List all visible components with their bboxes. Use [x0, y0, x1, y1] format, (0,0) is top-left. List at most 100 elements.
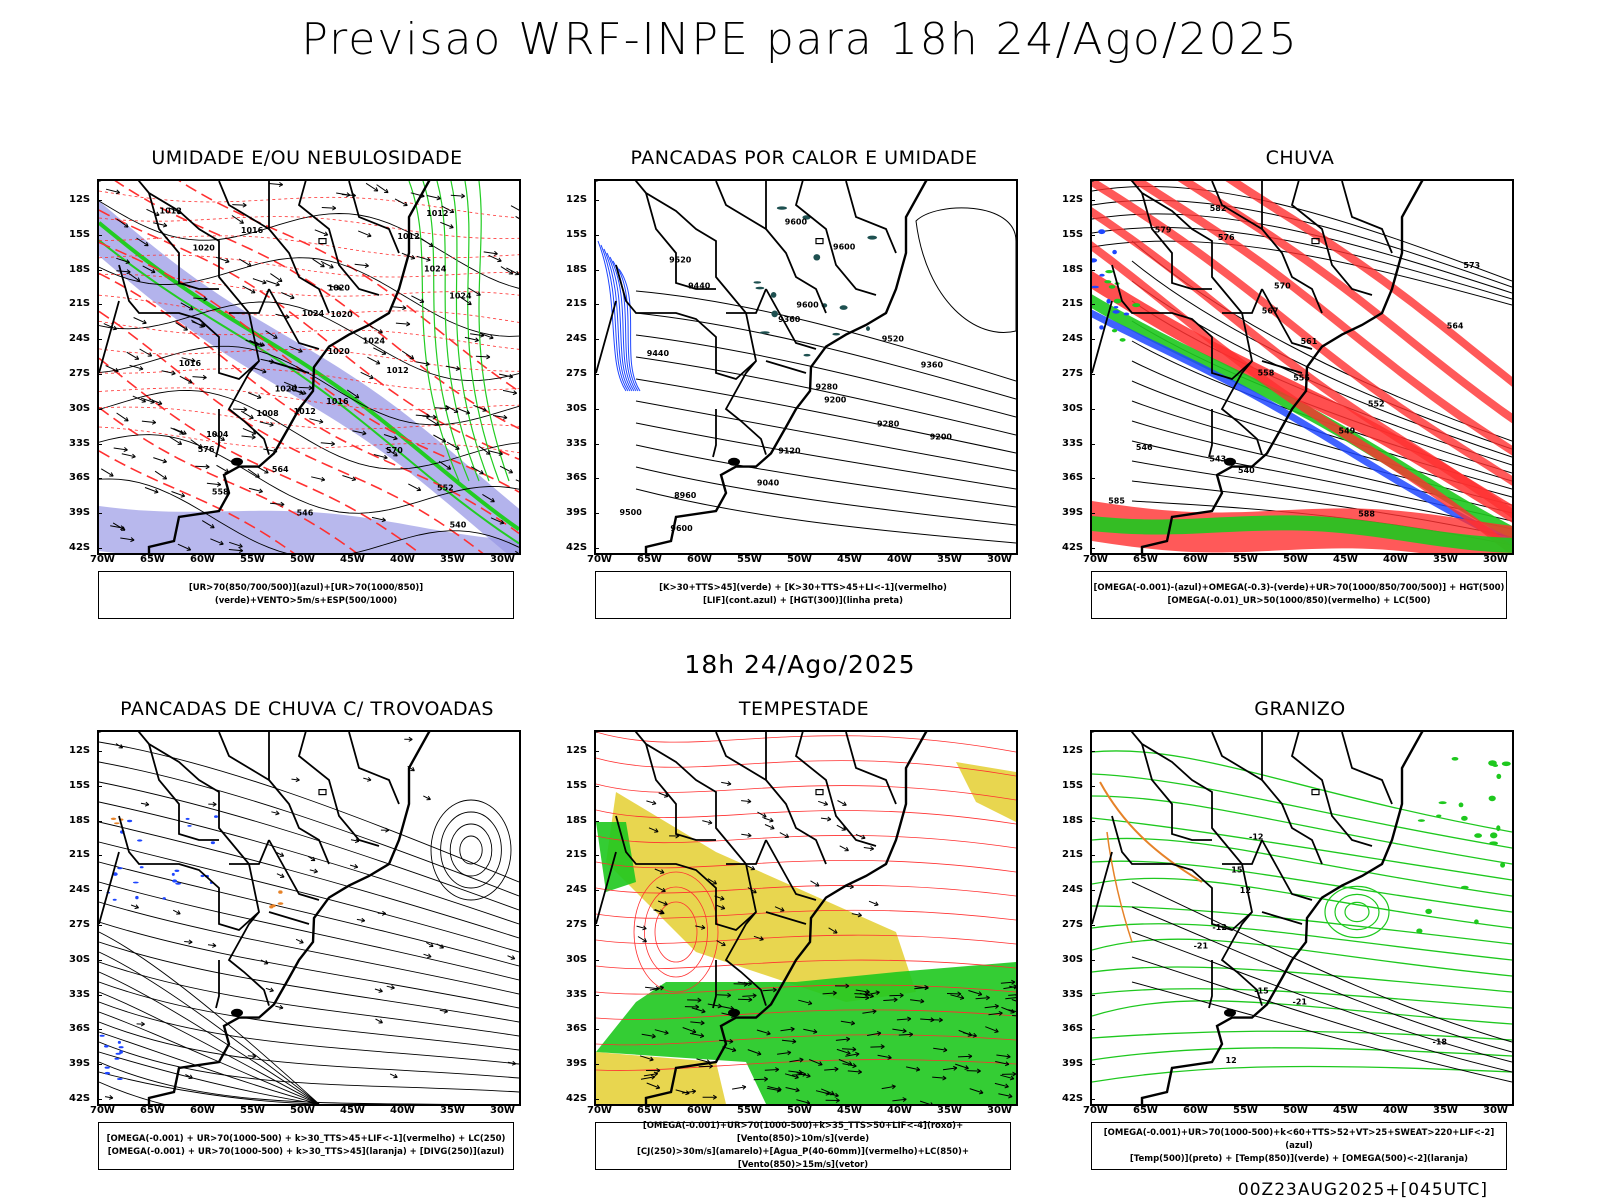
- lat-tick: [1090, 751, 1095, 752]
- lat-tick-label: 30S: [1062, 402, 1084, 414]
- lat-tick: [97, 1099, 102, 1100]
- lon-tick-label: 60W: [687, 1105, 712, 1116]
- legend-line: [LIF](cont.azul) + [HGT(300)](linha pret…: [702, 596, 904, 606]
- panel-legend: [K>30+TTS>45](verde) + [K>30+TTS>45+LI<-…: [595, 571, 1011, 619]
- lat-tick: [1090, 820, 1095, 822]
- border-line: [268, 360, 310, 374]
- border-line: [297, 181, 380, 296]
- border-line: [229, 839, 270, 865]
- border-line: [99, 300, 120, 374]
- border-line: [726, 839, 767, 865]
- lat-tick: [1090, 890, 1095, 892]
- legend-line: [OMEGA(-0.001)-(azul)+OMEGA(-0.3)-(verde…: [1093, 583, 1505, 593]
- border-line: [1290, 181, 1373, 296]
- border-line: [615, 815, 757, 932]
- lat-tick-label: 27S: [1062, 919, 1084, 930]
- capital-mark: [318, 788, 327, 796]
- lon-tick-label: 40W: [390, 554, 415, 565]
- border-line: [1261, 732, 1323, 865]
- contour-label: 9600: [796, 300, 819, 309]
- map-svg: 9600 9600 9520 9440 9600 9360 9520 9440 9360 9280…: [596, 181, 1016, 553]
- lat-tick: [594, 200, 599, 201]
- lat-tick: [1090, 234, 1095, 236]
- lon-tick-label: 55W: [737, 1105, 762, 1116]
- contour-label: 9600: [670, 524, 693, 533]
- lat-tick-label: 30S: [566, 953, 588, 965]
- contour-label: 1016: [326, 397, 349, 406]
- contour-label: 9440: [647, 349, 670, 358]
- lat-tick-label: 42S: [69, 1093, 91, 1104]
- lon-tick-label: 65W: [637, 554, 662, 565]
- map-plot-area: 9600 9600 9520 9440 9600 9360 9520 9440 9360 9280…: [594, 179, 1018, 555]
- geography-layer: [596, 732, 928, 1104]
- lat-tick-label: 24S: [1062, 333, 1084, 345]
- border-line: [215, 409, 220, 458]
- lon-tick-label: 40W: [1383, 1105, 1408, 1116]
- border-line: [1208, 409, 1213, 458]
- border-line: [1341, 181, 1393, 254]
- contour-label: 1024: [302, 309, 325, 318]
- lon-tick-label: 45W: [340, 1105, 365, 1116]
- lat-tick-label: 24S: [1062, 884, 1084, 896]
- lat-tick-label: 33S: [69, 988, 91, 1000]
- lat-tick-label: 15S: [1062, 228, 1084, 240]
- border-line: [794, 181, 877, 296]
- field-layer: 9600 9600 9520 9440 9600 9360 9520 9440 9360 9280…: [597, 206, 1016, 544]
- lat-tick: [1090, 1029, 1095, 1031]
- lon-tick-label: 30W: [1483, 554, 1508, 565]
- lat-tick-label: 30S: [69, 402, 91, 414]
- border-line: [1141, 192, 1212, 290]
- border-line: [215, 960, 220, 1009]
- lat-tick: [594, 751, 599, 752]
- contour-label: 549: [1339, 426, 1356, 435]
- lat-tick: [594, 269, 599, 271]
- geography-layer: [99, 181, 431, 553]
- lat-tick-label: 21S: [566, 298, 588, 310]
- lat-tick-label: 42S: [566, 1093, 588, 1104]
- lat-tick: [97, 855, 102, 857]
- lon-tick-label: 30W: [490, 554, 515, 565]
- contour-label: 564: [1447, 322, 1464, 331]
- geography-layer: [1092, 732, 1424, 1104]
- capital-mark: [1311, 788, 1320, 796]
- lat-tick: [1090, 513, 1095, 515]
- border-line: [1141, 743, 1212, 841]
- border-line: [99, 851, 120, 925]
- lat-tick-label: 30S: [69, 953, 91, 965]
- capital-mark: [815, 237, 824, 245]
- border-line: [268, 732, 330, 865]
- lat-tick: [97, 234, 102, 236]
- border-line: [1222, 839, 1263, 865]
- border-line: [794, 732, 877, 847]
- lat-tick-label: 36S: [69, 472, 91, 484]
- lon-tick-label: 45W: [837, 1105, 862, 1116]
- contour-label: 9520: [669, 256, 692, 265]
- contour-label: 1004: [206, 430, 229, 439]
- lat-tick-label: 15S: [1062, 779, 1084, 791]
- lat-tick-label: 36S: [566, 1023, 588, 1035]
- lat-tick: [594, 443, 599, 445]
- panel-legend: [UR>70(850/700/500)](azul)+[UR>70(1000/8…: [98, 571, 514, 619]
- lat-tick-label: 21S: [566, 849, 588, 861]
- border-line: [726, 288, 767, 314]
- lon-tick-label: 45W: [837, 554, 862, 565]
- lat-tick: [1090, 1099, 1095, 1100]
- border-line: [148, 743, 219, 841]
- border-line: [348, 181, 400, 254]
- legend-line: [UR>70(850/700/500)](azul)+[UR>70(1000/8…: [188, 583, 424, 606]
- lat-tick-label: 21S: [1062, 849, 1084, 861]
- lat-tick-label: 21S: [1062, 298, 1084, 310]
- contour-label: 582: [1210, 204, 1227, 213]
- contour-label: 585: [1108, 497, 1125, 506]
- lat-tick-label: 18S: [1062, 814, 1084, 826]
- contour-label: 1024: [424, 264, 447, 273]
- lat-tick-label: 21S: [69, 849, 91, 861]
- contour-label: 1016: [179, 359, 202, 368]
- border-line: [712, 409, 717, 458]
- contour-label: 573: [1463, 261, 1480, 270]
- lat-tick-label: 21S: [69, 298, 91, 310]
- lat-tick: [594, 1099, 599, 1100]
- border-line: [1341, 732, 1393, 805]
- lat-tick: [97, 304, 102, 306]
- lat-tick: [594, 1029, 599, 1031]
